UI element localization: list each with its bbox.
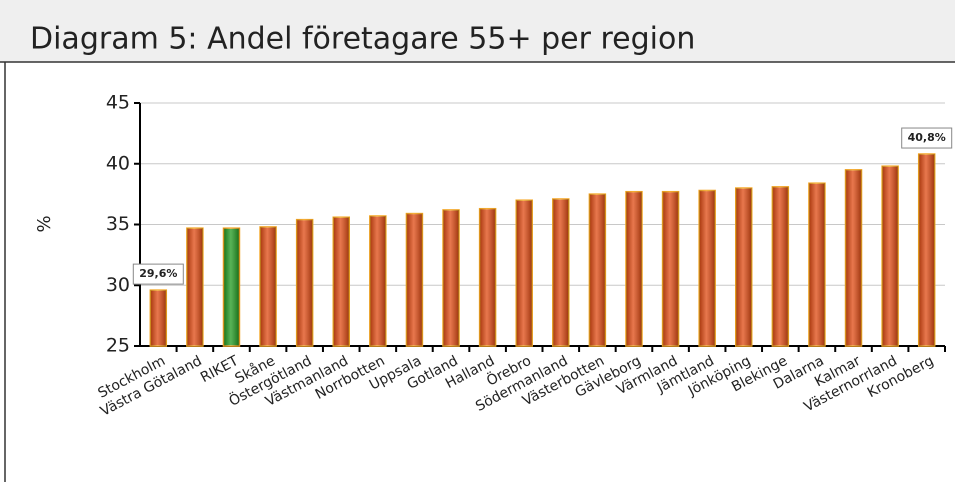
bar-shade xyxy=(589,194,606,346)
bar-shade xyxy=(808,183,825,346)
bar-shade xyxy=(406,213,423,346)
bar-shade xyxy=(443,209,460,346)
bar-shade xyxy=(882,166,899,346)
bar-shade xyxy=(552,198,569,346)
bar-shade xyxy=(699,190,716,346)
x-tick-label: RIKET xyxy=(198,353,242,386)
bar-shade xyxy=(186,228,203,346)
bar-shade xyxy=(662,191,679,346)
bar-shade xyxy=(516,200,533,346)
y-tick-label: 35 xyxy=(106,213,130,235)
y-axis-label: % xyxy=(34,215,55,232)
bar-shade xyxy=(918,154,935,346)
bar-shade xyxy=(845,169,862,346)
bar-shade xyxy=(735,188,752,346)
bar-shade xyxy=(625,191,642,346)
value-label: 29,6% xyxy=(139,267,177,280)
value-label-box xyxy=(901,127,953,149)
chart-title: Diagram 5: Andel företagare 55+ per regi… xyxy=(30,22,695,57)
bar-shade xyxy=(772,186,789,346)
y-tick-label: 30 xyxy=(106,274,130,296)
bar-shade xyxy=(479,208,496,346)
title-bar xyxy=(0,0,955,62)
value-label: 40,8% xyxy=(908,131,946,144)
value-label-box xyxy=(132,263,184,285)
y-tick-label: 40 xyxy=(106,152,130,174)
y-tick-label: 45 xyxy=(106,92,130,114)
bar-shade xyxy=(150,290,167,346)
bar-shade xyxy=(296,219,313,346)
bar-shade xyxy=(369,215,386,346)
bar-shade xyxy=(333,217,350,346)
bar-shade xyxy=(223,228,240,346)
bar-shade xyxy=(260,226,277,346)
y-tick-label: 25 xyxy=(106,335,130,357)
